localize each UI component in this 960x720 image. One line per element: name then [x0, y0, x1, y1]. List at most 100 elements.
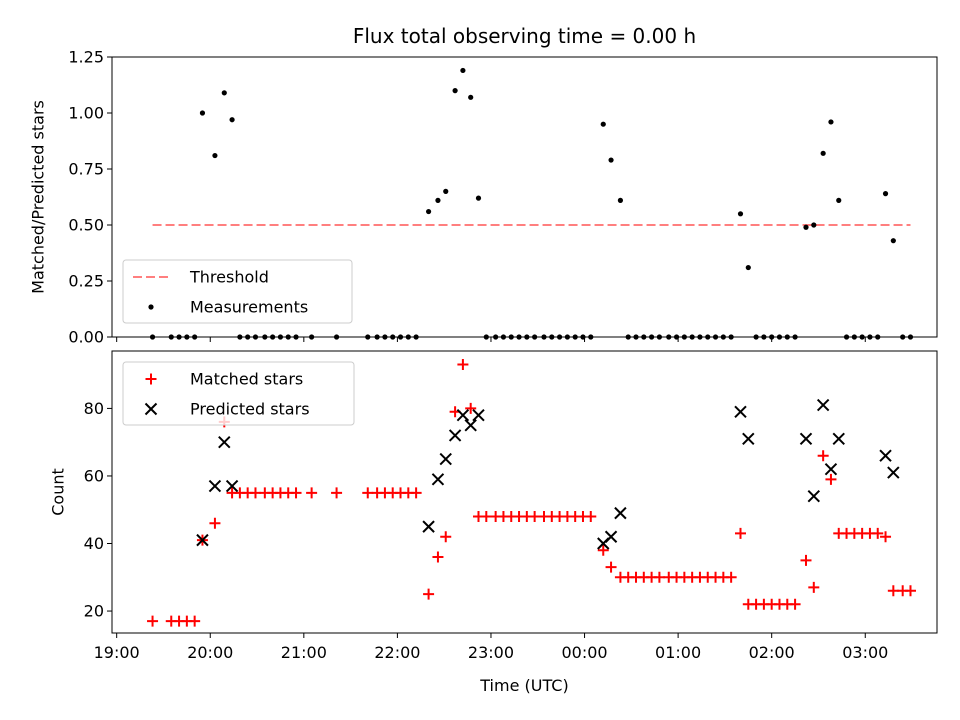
matched-point	[585, 510, 597, 522]
y-tick: 40	[84, 534, 112, 553]
matched-point	[653, 571, 665, 583]
predicted-point	[208, 479, 222, 493]
matched-point	[887, 585, 899, 597]
y-tick: 0.00	[68, 328, 112, 347]
legend-label: Predicted stars	[190, 400, 310, 419]
matched-point	[249, 487, 261, 499]
matched-point	[725, 571, 737, 583]
x-tick-label: 23:00	[468, 643, 514, 662]
matched-point	[189, 615, 201, 627]
matched-point	[480, 510, 492, 522]
x-tick: 03:00	[842, 633, 888, 662]
matched-point	[872, 527, 884, 539]
matched-point	[290, 487, 302, 499]
top-axes-frame	[111, 56, 938, 338]
x-tick: 02:00	[749, 633, 795, 662]
matched-point	[800, 554, 812, 566]
matched-point	[529, 510, 541, 522]
predicted-point	[799, 432, 813, 446]
measurement-point	[803, 224, 809, 230]
legend-swatch	[145, 373, 157, 385]
x-tick: 00:00	[561, 633, 608, 662]
x-tick-label: 00:00	[561, 643, 607, 662]
predicted-point	[604, 530, 618, 543]
legend-label: Matched stars	[190, 370, 303, 389]
x-tick-label: 02:00	[749, 643, 795, 662]
x-tick: 22:00	[374, 633, 420, 662]
matched-point	[362, 487, 374, 499]
matched-point	[306, 487, 318, 499]
matched-point	[904, 585, 916, 597]
matched-point	[440, 531, 452, 543]
ratio-panel: Flux total observing time = 0.00 h Match…	[29, 24, 938, 347]
predicted-point	[439, 452, 452, 466]
y-tick-label: 0.25	[68, 272, 104, 291]
matched-point	[423, 588, 435, 600]
x-tick-label: 21:00	[281, 643, 327, 662]
matched-point	[457, 359, 469, 371]
x-tick: 20:00	[187, 633, 233, 662]
y-tick: 1.00	[68, 104, 112, 123]
legend-frame	[122, 361, 355, 426]
matched-point	[331, 487, 343, 499]
legend-entry: Measurements	[148, 298, 308, 317]
series-matched-stars	[147, 359, 916, 627]
measurement-point	[212, 152, 218, 159]
measurement-point	[745, 264, 751, 271]
y-tick-label: 80	[84, 399, 104, 418]
y-tick-label: 60	[84, 467, 104, 486]
measurement-point	[600, 121, 606, 127]
predicted-point	[196, 533, 209, 547]
y-tick-label: 0.50	[68, 216, 104, 235]
legend-swatch	[148, 304, 154, 310]
x-tick: 21:00	[281, 633, 327, 662]
predicted-point	[431, 473, 445, 486]
predicted-point	[742, 432, 755, 446]
predicted-point	[456, 408, 470, 422]
x-tick: 23:00	[468, 633, 514, 662]
bottom-legend: Matched stars Predicted stars	[122, 361, 355, 426]
predicted-point	[422, 520, 435, 533]
y-tick-label: 1.00	[68, 104, 104, 123]
bottom-axes-frame	[111, 350, 938, 634]
series-predicted-stars	[196, 398, 900, 550]
measurement-point	[608, 157, 614, 163]
predicted-point	[832, 432, 845, 446]
legend-label: Measurements	[190, 298, 308, 317]
matched-point	[734, 527, 746, 539]
matched-point	[432, 551, 444, 563]
measurement-point	[882, 191, 889, 197]
bottom-y-axis-label: Count	[49, 468, 68, 516]
matched-point	[808, 581, 820, 593]
x-tick-label: 22:00	[374, 643, 420, 662]
y-tick: 20	[84, 602, 112, 621]
matched-point	[147, 615, 159, 627]
predicted-point	[879, 449, 892, 462]
measurement-point	[452, 88, 458, 94]
legend-frame	[122, 259, 353, 324]
measurement-point	[617, 197, 624, 203]
matched-point	[605, 561, 617, 573]
legend-entry: Matched stars	[145, 370, 303, 389]
matched-point	[597, 544, 609, 556]
predicted-point	[448, 429, 462, 442]
predicted-point	[807, 490, 821, 503]
matched-point	[789, 598, 801, 610]
x-tick-label: 19:00	[94, 643, 140, 662]
x-tick: 01:00	[655, 633, 701, 662]
x-tick: 19:00	[94, 633, 140, 662]
y-tick: 0.75	[68, 160, 112, 179]
x-tick-label: 03:00	[842, 643, 888, 662]
measurement-point	[890, 238, 896, 244]
y-tick-label: 0.00	[68, 328, 104, 347]
predicted-point	[218, 435, 231, 449]
series-measurements	[149, 67, 914, 340]
measurement-point	[836, 197, 842, 203]
matched-point	[817, 450, 829, 462]
predicted-point	[225, 479, 239, 493]
y-tick-label: 20	[84, 602, 104, 621]
chart-title: Flux total observing time = 0.00 h	[353, 24, 696, 48]
predicted-point	[734, 405, 747, 418]
